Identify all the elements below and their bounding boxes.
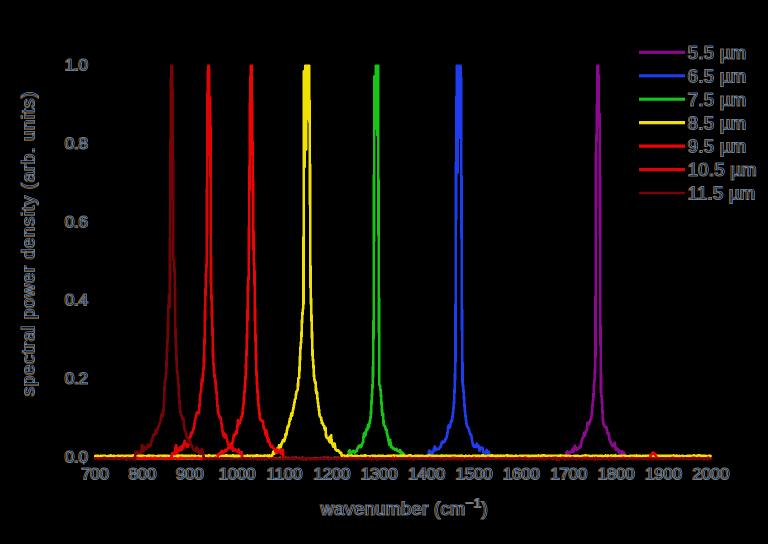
svg-text:700: 700 (81, 465, 109, 483)
svg-text:spectral power density (arb. u: spectral power density (arb. units) (18, 92, 38, 397)
svg-text:0.0: 0.0 (66, 448, 89, 466)
svg-text:1.0: 1.0 (64, 57, 87, 75)
svg-text:1100: 1100 (267, 465, 302, 483)
svg-text:11.5 µm: 11.5 µm (687, 184, 755, 204)
svg-text:1800: 1800 (597, 465, 634, 483)
svg-text:700: 700 (82, 465, 110, 483)
svg-text:0.8: 0.8 (64, 135, 87, 153)
svg-text:11.5 µm: 11.5 µm (689, 184, 757, 204)
svg-text:1400: 1400 (409, 465, 446, 483)
svg-text:1300: 1300 (360, 465, 397, 483)
svg-text:wavenumber (cm−1): wavenumber (cm−1) (320, 495, 488, 519)
svg-text:1000: 1000 (218, 465, 255, 483)
svg-text:900: 900 (177, 465, 205, 483)
svg-text:1000: 1000 (220, 465, 257, 483)
svg-text:spectral power density (arb. u: spectral power density (arb. units) (18, 90, 38, 395)
svg-text:6.5 µm: 6.5 µm (689, 66, 747, 86)
svg-text:2000: 2000 (693, 465, 730, 483)
svg-text:1200: 1200 (313, 465, 350, 483)
svg-text:1200: 1200 (314, 465, 351, 483)
svg-text:5.5 µm: 5.5 µm (687, 43, 745, 63)
svg-text:wavenumber (cm−1): wavenumber (cm−1) (319, 495, 487, 519)
svg-text:7.5 µm: 7.5 µm (687, 90, 745, 110)
svg-text:800: 800 (128, 465, 156, 483)
svg-text:1800: 1800 (598, 465, 635, 483)
svg-text:1700: 1700 (551, 465, 588, 483)
svg-text:1500: 1500 (455, 465, 492, 483)
svg-text:1400: 1400 (408, 465, 445, 483)
svg-text:1500: 1500 (456, 465, 493, 483)
svg-text:0.2: 0.2 (64, 370, 87, 388)
svg-text:0.2: 0.2 (66, 370, 89, 388)
svg-text:9.5 µm: 9.5 µm (687, 137, 745, 157)
svg-text:0.6: 0.6 (66, 213, 89, 231)
svg-text:0.0: 0.0 (64, 448, 87, 466)
svg-text:9.5 µm: 9.5 µm (689, 137, 747, 157)
svg-text:8.5 µm: 8.5 µm (689, 113, 747, 133)
svg-text:10.5 µm: 10.5 µm (689, 160, 758, 180)
svg-text:0.8: 0.8 (66, 135, 89, 153)
svg-text:1900: 1900 (644, 465, 681, 483)
svg-text:1900: 1900 (646, 465, 683, 483)
svg-text:7.5 µm: 7.5 µm (689, 90, 747, 110)
svg-text:2000: 2000 (692, 465, 729, 483)
svg-text:6.5 µm: 6.5 µm (687, 66, 745, 86)
svg-text:10.5 µm: 10.5 µm (687, 160, 756, 180)
svg-text:1100: 1100 (266, 465, 301, 483)
svg-text:0.4: 0.4 (66, 292, 89, 310)
svg-text:1700: 1700 (550, 465, 587, 483)
svg-text:900: 900 (175, 465, 203, 483)
svg-text:800: 800 (129, 465, 157, 483)
svg-text:0.6: 0.6 (64, 213, 87, 231)
svg-text:1600: 1600 (504, 465, 541, 483)
svg-text:8.5 µm: 8.5 µm (687, 113, 745, 133)
svg-text:1.0: 1.0 (66, 57, 89, 75)
svg-text:1600: 1600 (502, 465, 539, 483)
svg-text:5.5 µm: 5.5 µm (689, 43, 747, 63)
svg-text:1300: 1300 (362, 465, 399, 483)
svg-text:0.4: 0.4 (64, 292, 87, 310)
